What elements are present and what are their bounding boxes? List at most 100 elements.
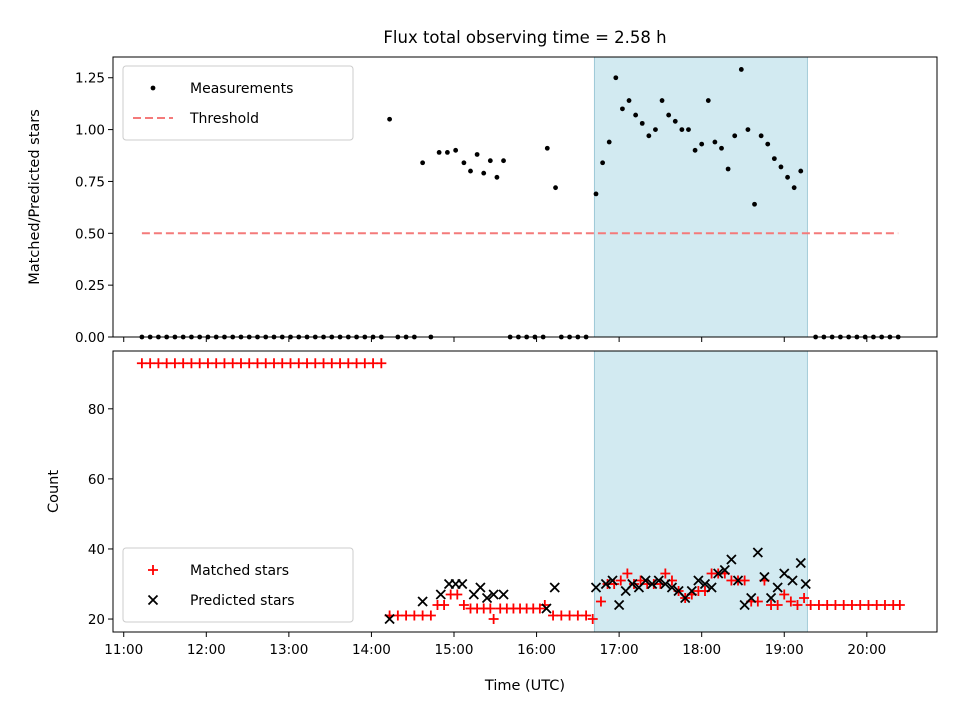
matched-star-point — [772, 600, 783, 611]
x-tick-label: 12:00 — [187, 642, 226, 658]
measurement-point — [798, 168, 804, 174]
predicted-star-point — [549, 582, 560, 593]
predicted-star-point — [475, 582, 486, 593]
legend-label: Measurements — [190, 81, 293, 97]
y-tick-label: 0.00 — [75, 330, 105, 346]
measurement-point — [436, 150, 442, 155]
measurement-point — [745, 127, 751, 132]
legend-label: Matched stars — [190, 563, 289, 579]
y-tick-label: 0.50 — [75, 226, 105, 242]
predicted-star-point — [779, 568, 790, 579]
matched-star-point — [739, 575, 750, 586]
x-tick-label: 11:00 — [104, 642, 143, 658]
measurement-point — [752, 201, 757, 207]
measurement-point — [593, 191, 599, 197]
predicted-star-point — [800, 578, 811, 590]
measurement-point — [461, 160, 467, 166]
measurement-point — [613, 75, 619, 81]
y-tick-label: 20 — [88, 612, 105, 628]
matched-star-point — [660, 568, 671, 579]
measurement-point — [606, 139, 612, 145]
predicted-star-point — [732, 575, 744, 586]
predicted-star-point — [653, 575, 664, 586]
measurement-point — [553, 185, 558, 191]
measurement-point — [494, 174, 500, 180]
measurement-point — [738, 67, 744, 72]
predicted-star-point — [752, 547, 763, 558]
measurement-point — [620, 106, 625, 112]
predicted-star-point — [417, 596, 428, 607]
predicted-star-point — [759, 571, 770, 583]
matched-star-point — [458, 600, 469, 611]
predicted-star-point — [457, 578, 468, 590]
measurement-point — [544, 145, 550, 151]
predicted-star-point — [488, 589, 499, 600]
predicted-star-point — [647, 578, 658, 590]
measurement-point — [705, 98, 711, 103]
measurement-point — [758, 133, 764, 139]
predicted-star-point — [627, 578, 638, 590]
predicted-star-point — [699, 578, 711, 590]
matched-star-point — [539, 600, 550, 611]
matched-star-point — [894, 600, 905, 611]
predicted-star-point — [541, 603, 552, 614]
y-tick-label: 80 — [88, 402, 105, 418]
predicted-star-point — [384, 613, 395, 625]
measurement-point — [487, 158, 493, 164]
predicted-star-point — [706, 582, 717, 593]
predicted-star-point — [640, 575, 651, 586]
measurement-point — [791, 185, 797, 191]
matched-star-point — [488, 614, 499, 625]
bottom-legend: Matched stars Predicted stars — [122, 547, 354, 623]
matched-star-point — [452, 589, 463, 600]
matched-star-point — [792, 600, 803, 611]
predicted-star-point — [726, 554, 737, 565]
predicted-star-point — [693, 575, 704, 586]
measurement-point — [679, 127, 685, 132]
x-tick-label: 15:00 — [435, 642, 474, 658]
measurement-point — [600, 160, 606, 166]
predicted-star-point — [613, 599, 625, 611]
measurement-point — [686, 127, 691, 132]
predicted-star-point — [772, 582, 783, 593]
matched-star-point — [655, 578, 666, 589]
measurement-point — [785, 174, 790, 180]
matched-star-point — [376, 358, 387, 369]
top-axes-frame — [112, 56, 938, 338]
y-tick-label: 60 — [88, 472, 105, 488]
measurement-point — [666, 112, 672, 118]
measurement-point — [501, 158, 506, 164]
predicted-star-point — [787, 575, 798, 586]
matched-star-point — [425, 610, 436, 621]
legend-box — [122, 547, 354, 623]
legend-predicted-swatch — [147, 594, 159, 606]
measurement-point — [420, 160, 426, 166]
x-tick-label: 14:00 — [352, 642, 391, 658]
predicted-star-point — [765, 592, 777, 604]
matched-star-point — [615, 575, 626, 586]
y-tick-label: 40 — [88, 542, 105, 558]
legend-measurement-swatch — [150, 85, 156, 91]
measurement-point — [633, 112, 639, 118]
x-tick-label: 20:00 — [847, 642, 886, 658]
legend-box — [122, 65, 354, 141]
matched-star-point — [628, 578, 639, 589]
predicted-star-point — [713, 568, 724, 579]
bottom-axes-frame — [112, 350, 938, 633]
matched-star-point — [635, 575, 646, 586]
predicted-star-point — [600, 578, 612, 590]
predicted-star-point — [481, 592, 493, 604]
y-tick-label: 0.75 — [75, 174, 105, 190]
measurement-point — [387, 116, 392, 122]
matched-star-point — [785, 596, 796, 607]
legend-matched-swatch — [148, 565, 158, 575]
measurement-point — [732, 133, 738, 139]
x-tick-label: 16:00 — [517, 642, 556, 658]
top-y-axis-label: Matched/Predicted stars — [27, 109, 43, 285]
matched-star-point — [779, 589, 790, 600]
x-axis-label: Time (UTC) — [484, 678, 565, 694]
measurement-point — [653, 127, 658, 132]
predicted-star-point — [686, 585, 697, 597]
measurement-point — [474, 152, 480, 157]
